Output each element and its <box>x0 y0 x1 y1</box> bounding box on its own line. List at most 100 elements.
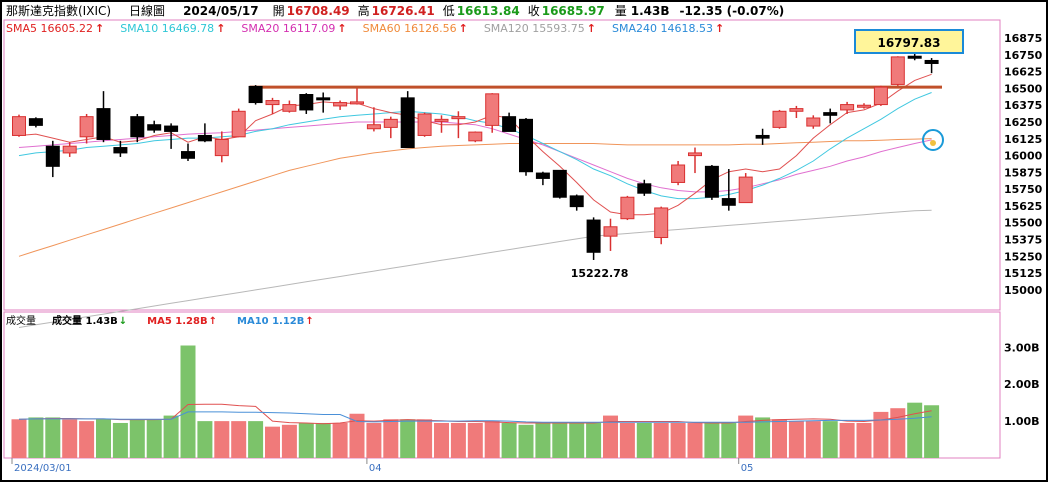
volume-bar <box>805 421 821 458</box>
volume-bar <box>332 422 348 458</box>
candle-body <box>333 102 348 107</box>
volume-bar <box>79 421 95 458</box>
volume-bar <box>163 415 179 458</box>
candle-body <box>823 112 838 116</box>
candle-body <box>417 113 432 136</box>
volume-bar <box>467 422 483 458</box>
low-value: 16613.84 <box>457 4 520 18</box>
volume-bar <box>112 422 128 458</box>
volume-bar <box>839 422 855 458</box>
open-label: 開 <box>273 4 285 18</box>
volume-tick-label: 1.00B <box>1004 415 1040 428</box>
volume-bar <box>281 424 297 458</box>
ma-legend-label: SMA10 16469.78 <box>120 22 214 35</box>
price-tick-label: 15375 <box>1004 234 1042 247</box>
ma-legend-label: SMA5 16605.22 <box>6 22 93 35</box>
price-tick-label: 15875 <box>1004 166 1042 179</box>
volume-bar <box>248 421 264 458</box>
volume-bar <box>586 422 602 458</box>
candle-body <box>502 116 517 132</box>
volume-bar <box>755 417 771 458</box>
ma-legend-arrow: ↑ <box>337 22 346 35</box>
candle-body <box>265 100 280 106</box>
volume-tick-label: 3.00B <box>1004 341 1040 354</box>
volume-bar <box>704 422 720 458</box>
high-value: 16726.41 <box>372 4 435 18</box>
candle-body <box>924 59 939 64</box>
candle-body <box>383 118 398 128</box>
volume-bar <box>366 422 382 458</box>
price-tick-label: 16625 <box>1004 66 1042 79</box>
low-marker-label: 15222.78 <box>571 267 629 280</box>
volume-bar <box>535 422 551 458</box>
candle-body <box>857 104 871 108</box>
candle-body <box>873 86 888 106</box>
candle-body <box>316 97 331 101</box>
x-tick-label: 2024/03/01 <box>14 463 72 474</box>
price-tick-label: 16000 <box>1004 150 1043 163</box>
high-marker-label: 16797.83 <box>877 36 940 50</box>
ma-legend-arrow: ↑ <box>715 22 724 35</box>
candle-body <box>350 101 364 105</box>
candle-body <box>721 198 736 206</box>
price-tick-label: 16750 <box>1004 49 1043 62</box>
candle-body <box>197 134 212 142</box>
volume-legend-label: 成交量 1.43B <box>52 314 118 327</box>
candle-body <box>28 118 43 126</box>
candle-body <box>96 108 111 140</box>
volume-bar <box>721 422 737 458</box>
volume-bar <box>383 419 399 458</box>
candle-body <box>772 110 787 128</box>
volume-bar <box>231 421 247 458</box>
candle-body <box>400 97 415 149</box>
price-tick-label: 15750 <box>1004 183 1043 196</box>
volume-bar <box>552 422 568 458</box>
candle-body <box>738 176 753 204</box>
volume-bar <box>450 422 466 458</box>
candle-body <box>840 104 855 111</box>
candle-body <box>519 118 533 173</box>
volume-legend-label: MA10 1.12B <box>237 316 304 327</box>
ma-legend-arrow: ↑ <box>95 22 104 35</box>
volume-bar <box>687 422 703 458</box>
volume-bar <box>569 422 585 458</box>
candle-body <box>907 55 922 59</box>
candle-body <box>485 93 500 126</box>
x-tick-label: 05 <box>741 463 754 474</box>
candle-body <box>535 172 550 179</box>
price-tick-label: 16125 <box>1004 133 1042 146</box>
price-tick-label: 15625 <box>1004 200 1042 213</box>
index-name: 那斯達克指數(IXIC) <box>6 3 111 18</box>
price-tick-label: 16250 <box>1004 116 1043 129</box>
volume-bar <box>518 424 534 458</box>
volume-bar <box>434 422 449 458</box>
high-marker-box <box>854 29 964 54</box>
ma-legend-arrow: ↑ <box>587 22 596 35</box>
volume-panel-title: 成交量 <box>6 314 36 327</box>
volume-bar <box>265 426 280 458</box>
candle-body <box>45 145 60 167</box>
candle-body <box>586 219 601 253</box>
candle-body <box>806 117 821 127</box>
volume-bar <box>349 413 365 458</box>
volume-bar <box>772 419 787 458</box>
candle-body <box>231 110 246 138</box>
candle-body <box>637 183 652 194</box>
volume-bar <box>96 419 111 458</box>
candle-body <box>451 116 466 120</box>
volume-legend-arrow: ↑ <box>209 316 217 327</box>
candle-body <box>248 85 263 104</box>
ma-legend-arrow: ↑ <box>459 22 468 35</box>
candle-body <box>147 124 162 131</box>
volume-bar <box>822 421 838 458</box>
volume-tick-label: 2.00B <box>1004 378 1040 391</box>
candle-body <box>603 226 618 237</box>
low-label: 低 <box>443 4 455 18</box>
candle-body <box>164 125 179 132</box>
candle-body <box>130 116 145 138</box>
volume-bar <box>129 419 145 458</box>
open-value: 16708.49 <box>287 4 350 18</box>
